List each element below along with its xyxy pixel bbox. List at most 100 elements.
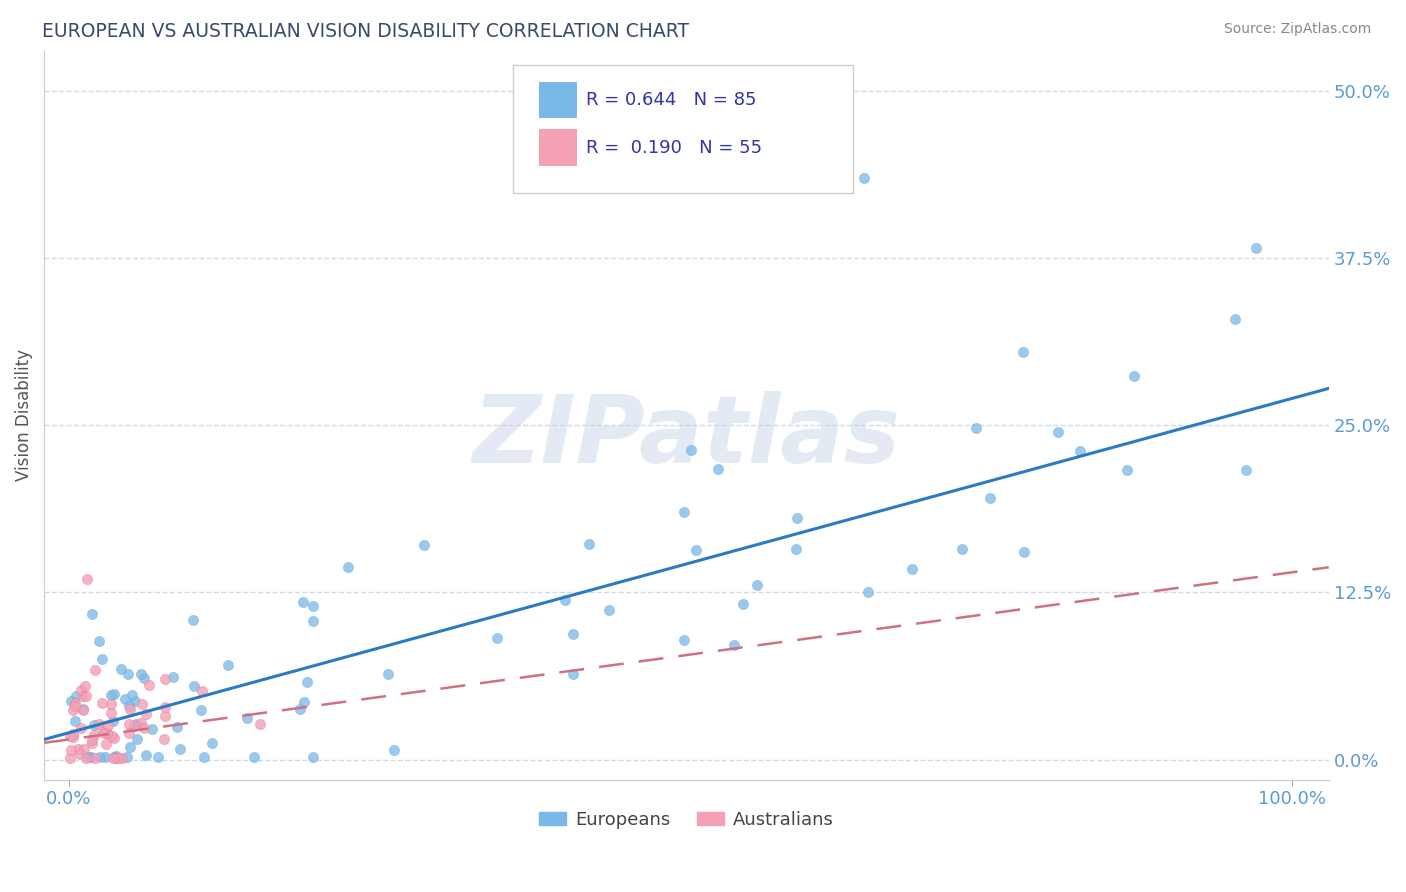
- Europeans: [901, 562, 924, 576]
- Australians: [72, 690, 94, 704]
- Europeans: [104, 748, 127, 763]
- Europeans: [598, 603, 620, 617]
- Europeans: [117, 666, 139, 681]
- Australians: [249, 717, 271, 731]
- Europeans: [83, 717, 105, 731]
- Australians: [62, 731, 84, 745]
- Australians: [76, 572, 98, 586]
- Europeans: [965, 420, 987, 434]
- Australians: [155, 672, 177, 686]
- Australians: [132, 721, 155, 735]
- Europeans: [169, 742, 191, 756]
- Australians: [131, 697, 153, 711]
- Europeans: [1223, 311, 1246, 326]
- Europeans: [785, 542, 807, 557]
- Europeans: [193, 750, 215, 764]
- Australians: [65, 696, 87, 710]
- Text: R =  0.190   N = 55: R = 0.190 N = 55: [586, 138, 762, 157]
- Australians: [97, 717, 120, 731]
- Australians: [105, 751, 128, 765]
- Europeans: [94, 750, 117, 764]
- Europeans: [578, 537, 600, 551]
- Australians: [72, 703, 94, 717]
- Europeans: [1244, 241, 1267, 255]
- Europeans: [858, 585, 880, 599]
- Europeans: [562, 666, 585, 681]
- Australians: [89, 717, 111, 731]
- Australians: [101, 751, 124, 765]
- Europeans: [129, 666, 152, 681]
- Europeans: [183, 679, 205, 693]
- Australians: [100, 697, 122, 711]
- Europeans: [292, 695, 315, 709]
- Australians: [60, 742, 83, 756]
- Europeans: [101, 714, 124, 728]
- FancyBboxPatch shape: [513, 65, 853, 193]
- Europeans: [190, 703, 212, 717]
- Europeans: [1123, 368, 1146, 383]
- Europeans: [950, 541, 973, 556]
- Europeans: [114, 691, 136, 706]
- Europeans: [124, 694, 146, 708]
- Y-axis label: Vision Disability: Vision Disability: [15, 349, 32, 481]
- Europeans: [302, 614, 325, 628]
- Europeans: [100, 688, 122, 702]
- Europeans: [852, 170, 875, 185]
- Australians: [91, 696, 114, 710]
- Europeans: [979, 491, 1001, 505]
- Europeans: [242, 750, 264, 764]
- Europeans: [141, 722, 163, 736]
- Australians: [96, 726, 118, 740]
- Europeans: [117, 750, 139, 764]
- Europeans: [125, 717, 148, 731]
- Europeans: [181, 613, 204, 627]
- Australians: [75, 689, 97, 703]
- Europeans: [72, 702, 94, 716]
- Australians: [111, 751, 134, 765]
- Europeans: [290, 702, 312, 716]
- Australians: [65, 698, 87, 713]
- Australians: [101, 730, 124, 744]
- Australians: [118, 702, 141, 716]
- Australians: [62, 703, 84, 717]
- FancyBboxPatch shape: [538, 129, 578, 166]
- Europeans: [562, 627, 585, 641]
- Australians: [84, 663, 107, 677]
- Australians: [103, 731, 125, 746]
- Australians: [153, 700, 176, 714]
- Europeans: [733, 597, 755, 611]
- Europeans: [413, 538, 436, 552]
- Europeans: [554, 592, 576, 607]
- Europeans: [120, 739, 142, 754]
- Legend: Europeans, Australians: Europeans, Australians: [531, 804, 841, 836]
- Europeans: [1234, 463, 1257, 477]
- Australians: [117, 717, 139, 731]
- Europeans: [121, 688, 143, 702]
- Europeans: [723, 638, 745, 652]
- Europeans: [302, 599, 325, 613]
- Europeans: [1046, 425, 1069, 439]
- Europeans: [80, 607, 103, 621]
- Europeans: [148, 750, 170, 764]
- Europeans: [235, 711, 257, 725]
- Europeans: [685, 542, 707, 557]
- Europeans: [125, 732, 148, 747]
- Text: ZIPatlas: ZIPatlas: [472, 391, 900, 483]
- Europeans: [201, 736, 224, 750]
- Europeans: [377, 667, 399, 681]
- Australians: [117, 725, 139, 739]
- Australians: [69, 721, 91, 735]
- Australians: [69, 747, 91, 761]
- Australians: [107, 751, 129, 765]
- Europeans: [681, 443, 703, 458]
- Australians: [153, 732, 176, 747]
- Europeans: [103, 750, 125, 764]
- Europeans: [786, 511, 808, 525]
- Europeans: [162, 670, 184, 684]
- Australians: [59, 729, 82, 743]
- Australians: [93, 723, 115, 738]
- Australians: [94, 737, 117, 751]
- Europeans: [302, 750, 325, 764]
- Europeans: [384, 743, 406, 757]
- Europeans: [707, 462, 730, 476]
